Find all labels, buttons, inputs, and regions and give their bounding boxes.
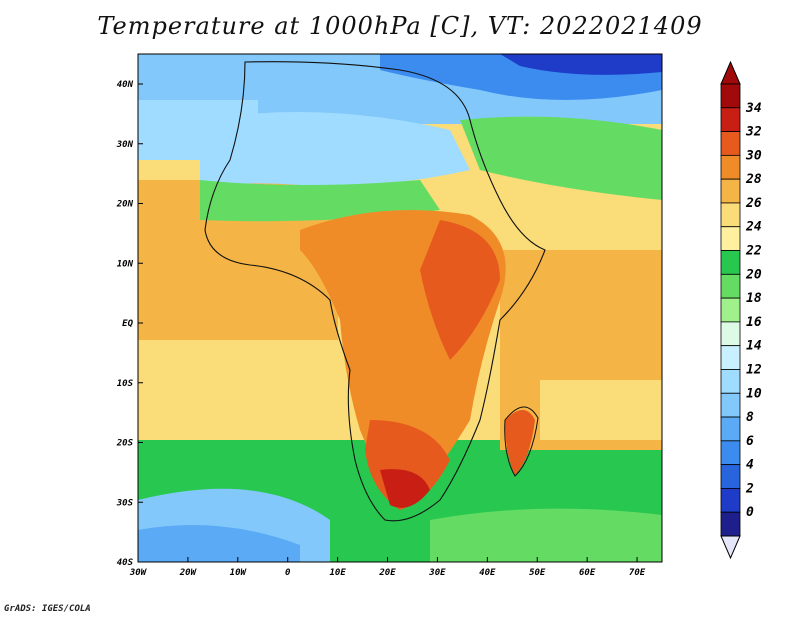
colorbar-label: 20 [745,267,762,282]
colorbar-label: 4 [746,458,754,473]
map-title: Temperature at 1000hPa [C], VT: 20220214… [97,12,703,40]
colorbar-segment [720,83,741,109]
sahel-transition [200,180,440,222]
colorbar-label: 26 [745,196,762,211]
colorbar-label: 2 [745,481,754,496]
colorbar-segment [720,202,741,228]
map-frame [137,53,663,563]
indian-ocean-band [540,380,662,440]
colorbar-over-triangle [720,60,741,85]
lon-tick-label: 20E [378,568,396,578]
colder-patch [138,525,300,562]
colorbar-segment [720,321,741,347]
colorbar-label: 0 [746,505,754,520]
sahara-cool [200,112,470,190]
colorbar-label: 24 [745,220,762,235]
lat-tick-label: EQ [122,319,133,329]
colorbar-label: 18 [746,291,762,306]
colorbar-segment [720,369,741,394]
colorbar-label: 16 [746,315,762,330]
lon-tick-label: 0 [285,568,291,578]
colorbar-label: 22 [745,244,762,259]
colorbar-label: 12 [746,362,762,377]
colorbar-label: 30 [745,148,762,163]
colorbar-label: 14 [746,339,762,354]
europe-coldest [500,54,662,75]
colorbar-segment [720,226,741,251]
colorbar-segment [720,273,741,299]
kalahari-hottest [380,469,430,508]
africa-coastline [204,61,546,522]
temperature-field [138,54,662,562]
lon-tick-label: 60E [579,568,596,578]
lat-tick-label: 10N [117,259,134,269]
lat-tick-label: 10S [117,379,134,389]
colorbar-segment [720,345,741,370]
lat-tick-label: 40S [117,558,134,568]
lat-tick-label: 30N [116,140,134,150]
lat-tick-label: 40N [117,80,134,90]
lat-tick-label: 20S [116,439,134,449]
colorbar-label: 34 [745,101,762,116]
lat-tick-label: 20N [116,200,134,210]
colorbar-segment [720,154,741,180]
lon-tick-label: 30E [428,568,446,578]
longitude-axis: 30W 20W 10W 0 10E 20E 30E 40E 50E 60E 70E [129,557,646,578]
lat-tick-label: 30S [116,498,134,508]
lon-tick-label: 40E [479,568,496,578]
colorbar-segment [720,250,741,275]
madagascar-coastline [504,406,539,477]
latitude-axis: 40N 30N 20N 10N EQ 10S 20S 30S 40S [116,80,143,568]
colorbar-segment [720,131,741,156]
colorbar-segment [720,392,741,418]
south-indian-cool [430,508,662,562]
colorbar-segment [720,464,741,489]
colorbar-segment [720,107,741,132]
colorbar-segment [720,511,741,537]
colorbar-segment [720,440,741,466]
east-africa-hot [420,220,500,360]
madagascar-hot [505,410,535,475]
colorbar-label: 10 [746,386,762,401]
lon-tick-label: 20W [179,568,198,578]
lon-tick-label: 10E [329,568,346,578]
colorbar-label: 32 [745,125,762,140]
colorbar-segment [720,297,741,323]
colorbar-segment [720,416,741,442]
colorbar-segment [720,488,741,513]
colorbar-label: 6 [746,434,754,449]
colorbar-label: 28 [745,172,762,187]
colorbar-label: 8 [746,410,754,425]
lon-tick-label: 50E [529,568,546,578]
lon-tick-label: 10W [230,568,248,578]
lon-tick-label: 30W [129,568,148,578]
colorbar-under-triangle [720,535,741,560]
lon-tick-label: 70E [629,568,646,578]
arabia-north [460,116,662,200]
credit-label: GrADS: IGES/COLA [4,604,91,614]
colorbar-segment [720,178,741,204]
